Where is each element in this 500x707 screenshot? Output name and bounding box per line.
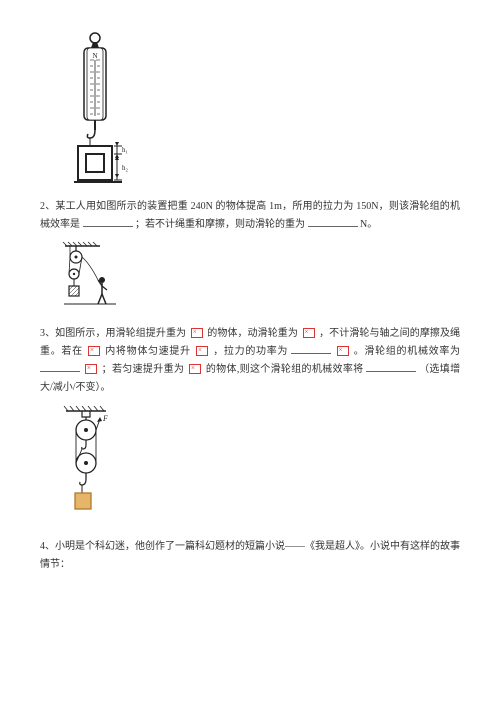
page-root: N: [0, 0, 500, 584]
h1-label: h₁: [122, 146, 128, 154]
pulley-person-icon: [60, 240, 120, 310]
placeholder-icon: [88, 346, 100, 356]
q3-l1b: 的物体，动滑轮重为: [207, 328, 298, 339]
placeholder-icon: [191, 328, 203, 338]
q3-l2b: 内将物体匀速提升: [105, 346, 191, 357]
q4-text: 4、小明是个科幻迷，他创作了一篇科幻题材的短篇小说——《我是超人》。小说中有这样…: [40, 541, 460, 570]
figure-q3-double-pulley: F: [60, 403, 120, 530]
q3-l2a: 重。若在: [40, 346, 83, 357]
figure-q2-pulley-person: [60, 240, 120, 317]
question-3: 3、如图所示，用滑轮组提升重为 的物体，动滑轮重为 ，不计滑轮与轴之间的摩擦及绳…: [40, 325, 460, 397]
placeholder-icon: [337, 346, 349, 356]
q3-blank-2: [40, 362, 80, 372]
spring-scale-diagram-icon: N: [60, 30, 130, 190]
scale-unit-label: N: [92, 52, 97, 60]
q3-blank-1: [291, 344, 331, 354]
placeholder-icon: [196, 346, 208, 356]
figure-q1-spring-scale: N: [60, 30, 130, 190]
question-4: 4、小明是个科幻迷，他创作了一篇科幻题材的短篇小说——《我是超人》。小说中有这样…: [40, 538, 460, 574]
force-label: F: [102, 414, 108, 423]
q3-l2c: ，拉力的功率为: [213, 346, 288, 357]
q2-blank-1: [83, 217, 133, 227]
q3-l1c: ，不计滑轮与轴之间的摩擦及绳: [319, 328, 460, 339]
double-pulley-icon: F: [60, 403, 120, 523]
q3-l3b: 的物体,则这个滑轮组的机械效率将: [206, 364, 364, 375]
q2-blank-2: [308, 217, 358, 227]
question-2: 2、某工人用如图所示的装置把重 240N 的物体提高 1m，所用的拉力为 150…: [40, 198, 460, 234]
placeholder-icon: [85, 364, 97, 374]
q3-l3a: ；若匀速提升重为: [102, 364, 185, 375]
q2-text-b: ；若不计绳重和摩擦，则动滑轮的重为: [135, 219, 305, 230]
placeholder-icon: [189, 364, 201, 374]
h2-label: h₂: [122, 164, 129, 172]
placeholder-icon: [303, 328, 315, 338]
q3-l1a: 3、如图所示，用滑轮组提升重为: [40, 328, 186, 339]
q2-text-c: N。: [360, 219, 377, 230]
q3-l2d: 。滑轮组的机械效率为: [354, 346, 460, 357]
q3-blank-3: [366, 362, 416, 372]
